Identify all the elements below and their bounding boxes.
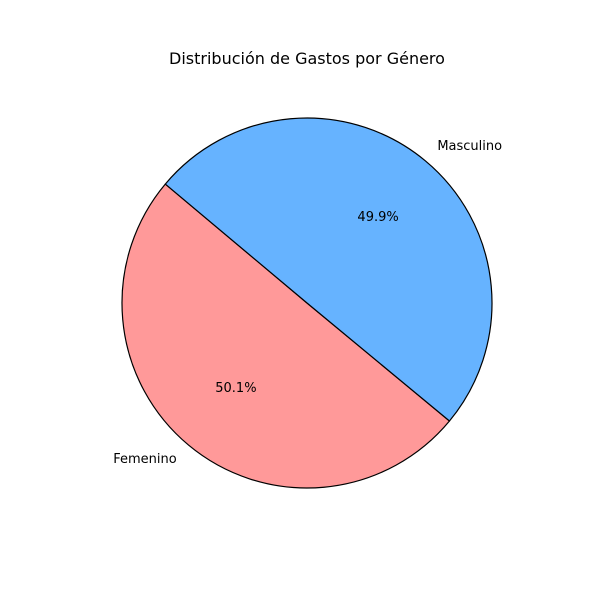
pie-slice-masculino xyxy=(164,117,493,422)
labels-layer: Femenino 50.1% Masculino 49.9% xyxy=(113,139,502,467)
slice-label-femenino: Femenino xyxy=(113,452,177,467)
pie-slice-femenino xyxy=(121,183,451,489)
pct-label-masculino: 49.9% xyxy=(357,210,398,225)
chart-title: Distribución de Gastos por Género xyxy=(169,49,445,68)
slice-label-masculino: Masculino xyxy=(437,139,502,154)
slices-layer xyxy=(121,117,493,489)
pct-label-femenino: 50.1% xyxy=(215,381,256,396)
